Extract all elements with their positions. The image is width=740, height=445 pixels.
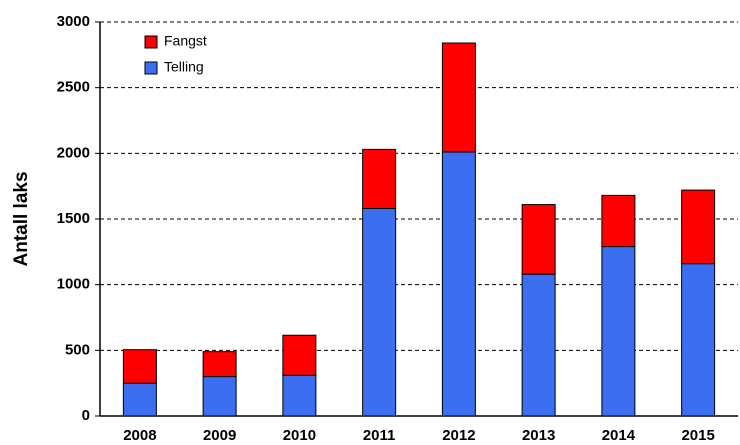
y-tick-label: 2000 — [57, 144, 90, 161]
x-tick-label: 2015 — [681, 427, 714, 444]
legend-swatch — [144, 35, 158, 49]
x-tick-label: 2009 — [203, 427, 236, 444]
bar-segment — [202, 351, 237, 378]
bar-segment — [521, 273, 556, 417]
bar-segment — [362, 207, 397, 417]
y-tick-label: 3000 — [57, 13, 90, 30]
y-tick-label: 500 — [65, 341, 90, 358]
x-tick-label: 2011 — [363, 427, 396, 444]
x-tick-label: 2014 — [602, 427, 636, 444]
bar-segment — [362, 148, 397, 209]
y-axis-label: Antall laks — [11, 171, 32, 266]
bar-segment — [282, 374, 317, 417]
bar-segment — [681, 189, 716, 265]
x-tick-label: 2010 — [283, 427, 316, 444]
x-tick-label: 2013 — [522, 427, 555, 444]
y-tick-label: 1500 — [57, 210, 90, 227]
x-tick-label: 2008 — [123, 427, 156, 444]
bar-segment — [441, 151, 476, 417]
bar-segment — [521, 204, 556, 275]
legend-label: Fangst — [164, 33, 207, 49]
legend-swatch — [144, 61, 158, 75]
x-tick-label: 2012 — [442, 427, 475, 444]
y-tick-label: 2500 — [57, 79, 90, 96]
bar-segment — [601, 246, 636, 417]
y-tick-label: 0 — [82, 407, 90, 424]
bar-segment — [681, 263, 716, 417]
bar-segment — [202, 376, 237, 417]
bar-segment — [122, 349, 157, 384]
y-tick-label: 1000 — [57, 276, 90, 293]
bar-segment — [601, 194, 636, 248]
bar-segment — [441, 42, 476, 153]
legend-label: Telling — [164, 59, 204, 75]
bar-segment — [122, 382, 157, 417]
bar-segment — [282, 334, 317, 376]
